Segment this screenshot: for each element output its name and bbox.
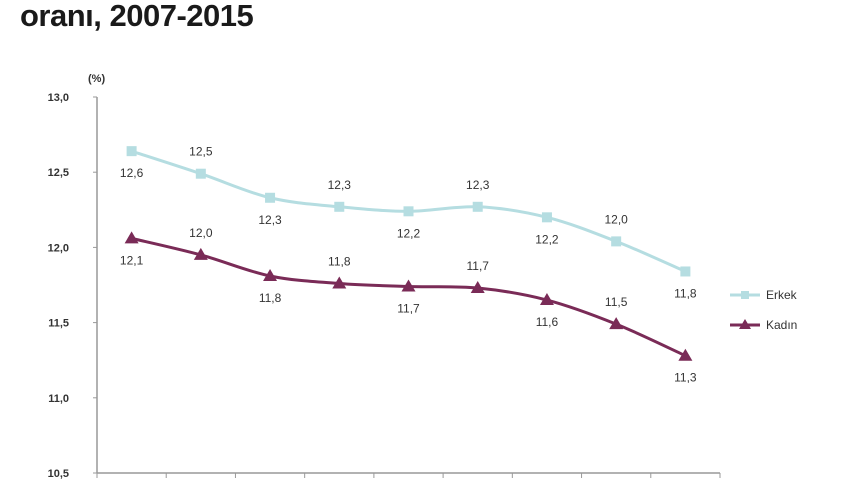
data-point — [124, 231, 139, 244]
data-point — [332, 276, 347, 289]
data-label: 12,0 — [189, 226, 213, 240]
data-point — [193, 247, 208, 260]
data-point — [539, 293, 554, 306]
legend-marker-triangle-icon — [739, 319, 751, 329]
data-label: 12,3 — [466, 178, 490, 192]
data-point — [195, 168, 206, 179]
data-label: 11,8 — [328, 254, 351, 268]
data-point — [472, 201, 483, 212]
data-point — [541, 212, 552, 223]
data-point — [609, 317, 624, 330]
y-tick-label: 12,0 — [48, 242, 69, 254]
data-point — [680, 266, 691, 277]
data-point — [403, 206, 414, 217]
data-label: 11,6 — [536, 315, 559, 329]
data-point — [265, 192, 276, 203]
y-tick-label: 11,0 — [48, 393, 69, 405]
legend-label: Erkek — [766, 288, 798, 302]
y-tick-label: 13,0 — [48, 92, 69, 104]
data-label: 11,8 — [674, 286, 697, 300]
data-point — [470, 281, 485, 294]
data-label: 11,3 — [674, 371, 697, 385]
data-label: 11,8 — [259, 291, 282, 305]
y-axis-label: (%) — [88, 73, 105, 85]
y-tick-label: 11,5 — [48, 318, 69, 330]
data-point — [263, 268, 278, 281]
y-tick-label: 10,5 — [48, 468, 69, 480]
data-label: 12,1 — [120, 253, 144, 267]
data-point — [611, 236, 622, 247]
data-label: 11,7 — [397, 302, 420, 316]
data-label: 12,0 — [604, 212, 628, 226]
data-label: 12,5 — [189, 145, 213, 159]
data-point — [678, 348, 693, 361]
legend-marker-square-icon — [741, 291, 749, 299]
data-point — [334, 201, 345, 212]
data-point — [401, 279, 416, 292]
data-label: 11,7 — [466, 259, 489, 273]
y-tick-label: 12,5 — [48, 167, 69, 179]
data-point — [126, 146, 137, 157]
data-label: 12,3 — [258, 213, 282, 227]
data-label: 12,6 — [120, 166, 144, 180]
data-label: 12,2 — [535, 232, 559, 246]
legend-label: Kadın — [766, 318, 797, 332]
chart-title: oranı, 2007-2015 — [20, 0, 254, 33]
data-label: 12,3 — [328, 178, 352, 192]
data-label: 12,2 — [397, 226, 421, 240]
data-label: 11,5 — [605, 295, 628, 309]
series-line-kadın — [131, 236, 687, 358]
